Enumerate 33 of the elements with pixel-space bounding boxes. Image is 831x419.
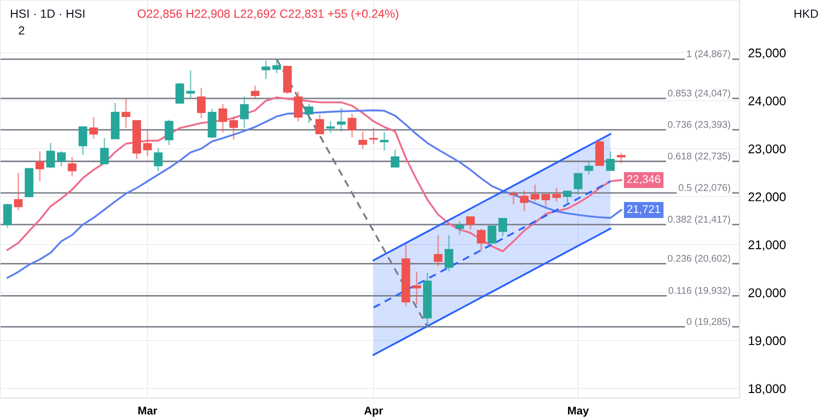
annotation: HSI · 1D · HSI (10, 9, 84, 18)
y-tick-label: 21,000 (748, 240, 786, 251)
ref-line-label: 0.382 (21,417) (668, 216, 730, 225)
text: HKD (794, 10, 818, 18)
y-tick-label: 24,000 (748, 96, 786, 107)
y-tick-label: 20,000 (748, 288, 786, 299)
y-tick-label: 19,000 (748, 336, 786, 347)
annotation: O22,856 H22,908 L22,692 C22,831 +55 (+0.24%) (138, 9, 398, 20)
y-tick-label: 25,000 (748, 48, 786, 59)
y-tick-label: 23,000 (748, 144, 786, 155)
line-series (372, 180, 612, 308)
ref-line-label: 0.116 (19,932) (668, 286, 730, 296)
candlestick (488, 226, 496, 244)
ref-line-label: 0.736 (23,393) (668, 120, 730, 130)
line-series (372, 228, 612, 356)
y-tick-label: 18,000 (748, 384, 786, 395)
candlestick (175, 82, 184, 104)
x-tick-label: Apr (364, 406, 383, 417)
ref-line-label: 0.236 (20,602) (668, 254, 730, 264)
data-label: 22,346 (627, 175, 660, 184)
ref-line-label: 1 (24,867) (687, 50, 730, 60)
data-label: 21,721 (627, 205, 660, 214)
ref-line-label: 0.618 (22,735) (668, 152, 730, 162)
x-tick-label: May (568, 406, 589, 417)
ref-line-label: 0.5 (22,076) (678, 184, 730, 193)
candlestick (595, 140, 604, 166)
ref-line-label: 0 (19,285) (686, 318, 730, 327)
y-tick-label: 22,000 (748, 192, 786, 203)
annotation: 2 (18, 26, 24, 34)
ref-line-label: 0.853 (24,047) (668, 89, 730, 98)
line-series (6, 96, 622, 252)
line-series (372, 133, 612, 262)
x-tick-label: Mar (138, 406, 158, 415)
